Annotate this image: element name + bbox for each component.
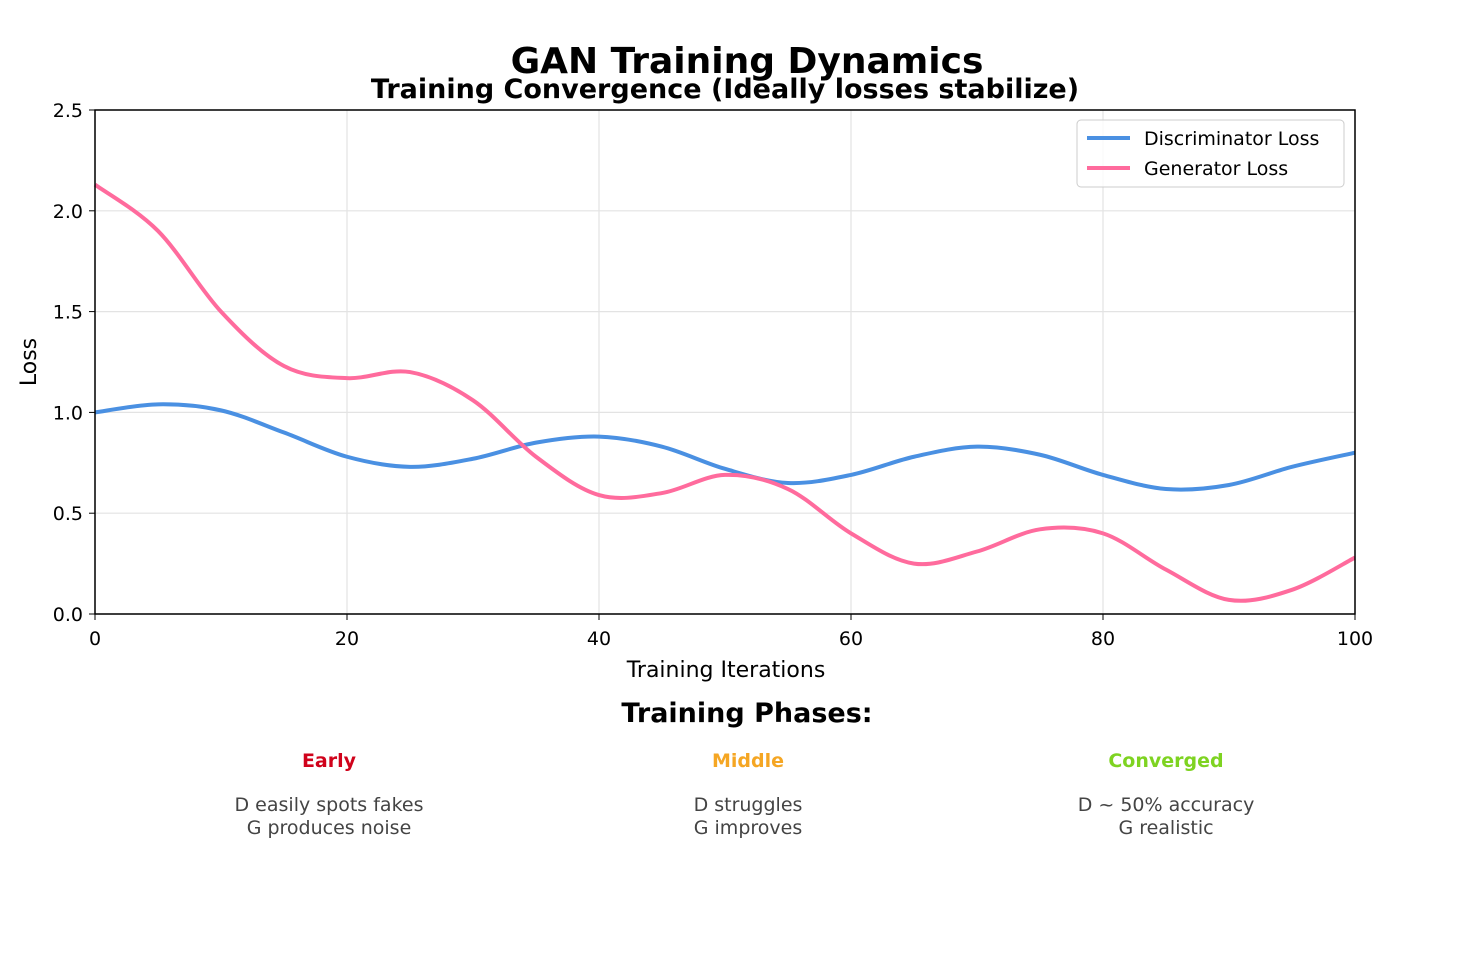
phases-heading: Training Phases: [621, 698, 872, 729]
phase-name: Middle [711, 750, 785, 772]
y-axis-label: Loss [17, 338, 42, 386]
legend-label-discriminator: Discriminator Loss [1144, 128, 1319, 150]
x-tick-label: 60 [839, 628, 863, 650]
discriminator-loss-line [94, 402, 1356, 492]
x-tick-label: 20 [335, 628, 359, 650]
phase-name: Converged [1108, 750, 1224, 772]
plot-frame [94, 109, 1356, 615]
x-axis-label: Training Iterations [626, 658, 826, 683]
y-tick-label: 2.5 [53, 100, 83, 122]
phase-early: Early D easily spots fakes G produces no… [129, 750, 529, 840]
phase-name: Early [301, 750, 357, 772]
x-tick-label: 40 [587, 628, 611, 650]
y-tick-label: 1.5 [53, 302, 83, 324]
x-tick-label: 100 [1337, 628, 1373, 650]
y-tick-label: 2.0 [53, 201, 83, 223]
figure-title: GAN Training Dynamics [511, 41, 984, 82]
generator-loss-line [93, 182, 1356, 603]
x-tick-label: 80 [1091, 628, 1115, 650]
legend: Discriminator Loss Generator Loss [1076, 119, 1345, 188]
y-tick-label: 0.0 [53, 604, 83, 626]
y-tick-label: 0.5 [53, 503, 83, 525]
phase-description: D easily spots fakes G produces noise [234, 794, 424, 839]
phase-description: D ~ 50% accuracy G realistic [1077, 794, 1255, 839]
phase-converged: Converged D ~ 50% accuracy G realistic [966, 750, 1366, 840]
phase-middle: Middle D struggles G improves [548, 750, 948, 840]
y-tick-label: 1.0 [53, 402, 83, 424]
chart-title: Training Convergence (Ideally losses sta… [371, 74, 1079, 105]
phase-description: D struggles G improves [693, 794, 803, 839]
x-tick-label: 0 [89, 628, 101, 650]
legend-label-generator: Generator Loss [1144, 158, 1288, 180]
